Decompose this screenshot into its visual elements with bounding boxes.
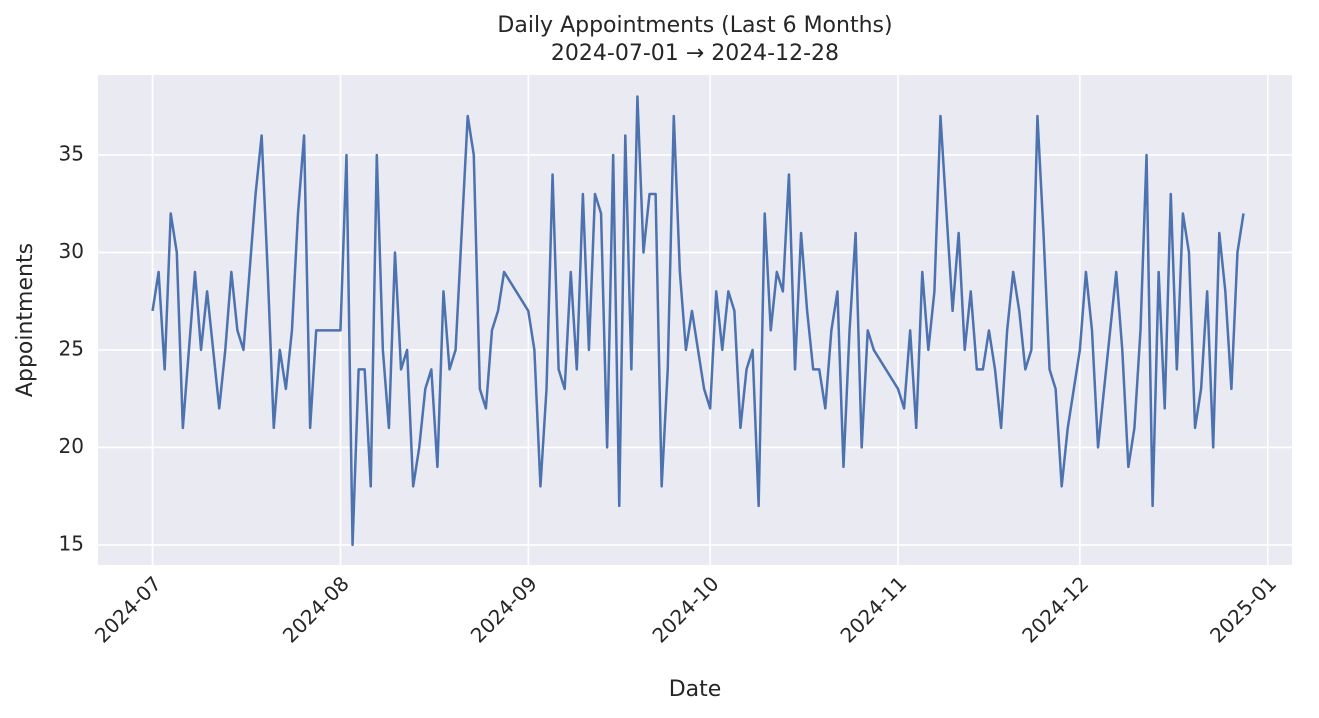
x-tick-label: 2024-07: [90, 571, 166, 647]
chart-title: Daily Appointments (Last 6 Months): [497, 13, 892, 38]
x-tick-label: 2024-08: [278, 571, 354, 647]
x-axis-label: Date: [669, 677, 722, 702]
x-tick-label: 2024-12: [1017, 571, 1093, 647]
x-tick-label: 2025-01: [1205, 571, 1281, 647]
x-tick-label: 2024-10: [648, 571, 724, 647]
y-tick-label: 25: [59, 336, 84, 360]
y-tick-label: 20: [59, 434, 84, 458]
plot-area: [98, 75, 1292, 565]
x-tick-label: 2024-09: [466, 571, 542, 647]
x-tick-label: 2024-11: [835, 571, 911, 647]
chart-subtitle: 2024-07-01 → 2024-12-28: [551, 41, 839, 66]
data-line: [151, 95, 1245, 547]
y-axis-label: Appointments: [13, 243, 38, 397]
y-tick-label: 35: [59, 141, 84, 165]
y-tick-label: 30: [59, 239, 84, 263]
y-tick-label: 15: [59, 531, 84, 555]
